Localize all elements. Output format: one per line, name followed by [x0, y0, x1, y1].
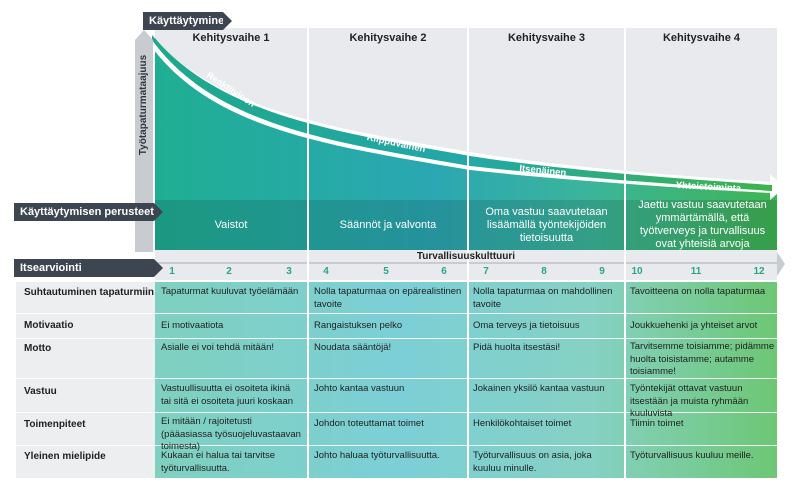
row-label-attitude: Suhtautuminen tapaturmiin	[24, 287, 154, 298]
behavior-tag: Käyttäytyminen	[143, 12, 232, 30]
behavior-basics-tag: Käyttäytymisen perusteet	[14, 203, 163, 221]
table-cell: Johto haluaa työturvallisuutta.	[314, 450, 440, 461]
table-cell: Nolla tapaturmaa on epärealistinen tavoi…	[314, 286, 462, 310]
table-cell: Rangaistuksen pelko	[314, 320, 403, 331]
table-cell: Ei mitään / rajoitetusti (pääasiassa työ…	[161, 416, 301, 452]
scale-title: Turvallisuuskulttuuri	[416, 251, 516, 262]
row-label-opinion: Yleinen mielipide	[24, 451, 106, 462]
phase-separator	[307, 28, 309, 478]
table-cell: Asialle ei voi tehdä mitään!	[161, 342, 275, 353]
phase-separator	[467, 28, 469, 478]
table-cell: Johto kantaa vastuun	[314, 383, 405, 394]
scale-number: 9	[599, 266, 605, 277]
scale-number: 6	[441, 266, 447, 277]
table-cell: Tiimin toimet	[630, 418, 684, 429]
row-divider	[16, 313, 777, 314]
table-cell: Kukaan ei halua tai tarvitse työturvalli…	[161, 450, 276, 474]
row-label-responsibility: Vastuu	[24, 386, 57, 397]
self-evaluation-tag: Itsearviointi	[14, 259, 163, 277]
scale-number: 8	[541, 266, 547, 277]
phase-separator	[624, 28, 626, 478]
basics-phase-2: Säännöt ja valvonta	[339, 218, 437, 231]
table-cell: Henkilökohtaiset toimet	[473, 418, 572, 429]
row-divider	[16, 412, 777, 413]
scale-number: 10	[631, 266, 643, 277]
table-cell: Tarvitsemme toisiamme; pidämme huolta to…	[630, 341, 775, 377]
basics-phase-4: Jaettu vastuu saavutetaan ymmärtämällä, …	[638, 199, 767, 250]
scale-number: 1	[169, 266, 175, 277]
table-cell: Oma terveys ja tietoisuus	[473, 320, 580, 331]
row-label-actions: Toimenpiteet	[24, 419, 86, 430]
scale-number: 3	[286, 266, 292, 277]
table-cell: Tapaturmat kuuluvat työelämään	[161, 286, 299, 297]
table-cell: Noudata sääntöjä!	[314, 342, 392, 353]
y-axis-label: Työtapaturmataajuus	[138, 54, 149, 156]
table-cell: Vastuullisuutta ei osoiteta ikinä tai si…	[161, 383, 294, 407]
table-cell: Työturvallisuus on asia, joka kuuluu min…	[473, 450, 592, 474]
scale-number: 12	[753, 266, 765, 277]
row-divider	[16, 445, 777, 446]
basics-phase-1: Vaistot	[214, 218, 248, 231]
row-divider	[16, 338, 777, 339]
table-cell: Johdon toteuttamat toimet	[314, 418, 424, 429]
phase-title-3: Kehitysvaihe 3	[507, 32, 586, 44]
table-cell: Pidä huolta itsestäsi!	[473, 342, 561, 353]
row-label-motivation: Motivaatio	[24, 320, 74, 331]
table-cell: Joukkuehenki ja yhteiset arvot	[630, 320, 758, 331]
table-cell: Ei motivaatiota	[161, 320, 224, 331]
phase-title-2: Kehitysvaihe 2	[349, 32, 427, 44]
table-cell: Jokainen yksilö kantaa vastuun	[473, 383, 605, 394]
scale-number: 11	[690, 266, 702, 277]
row-divider	[16, 378, 777, 379]
table-cell: Työturvallisuus kuuluu meille.	[630, 450, 754, 461]
phase-title-4: Kehitysvaihe 4	[662, 32, 741, 44]
scale-number: 7	[483, 266, 489, 277]
phase-title-1: Kehitysvaihe 1	[192, 32, 270, 44]
row-label-motto: Motto	[24, 343, 52, 354]
scale-number: 5	[383, 266, 389, 277]
table-cell: Työntekijät ottavat vastuun itsestään ja…	[630, 383, 749, 419]
basics-phase-3: Oma vastuu saavutetaan lisäämällä työnte…	[485, 205, 608, 244]
table-cell: Tavoitteena on nolla tapaturmaa	[630, 286, 766, 297]
table-cell: Nolla tapaturmaa on mahdollinen tavoite	[473, 286, 613, 310]
scale-number: 4	[323, 266, 329, 277]
scale-number: 2	[226, 266, 232, 277]
